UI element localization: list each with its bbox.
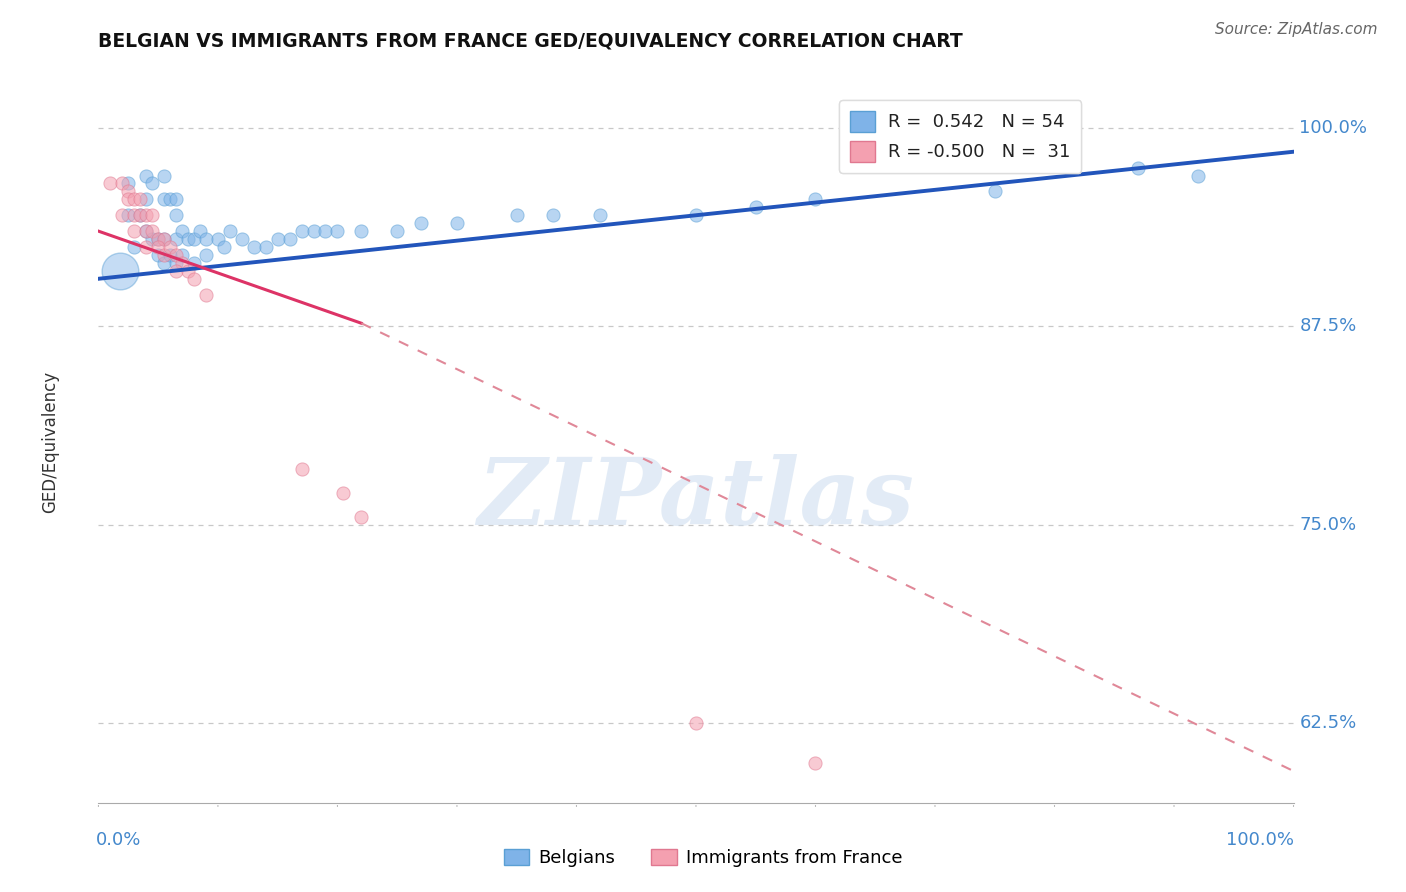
Point: [326, 224, 349, 238]
Point: [195, 248, 218, 262]
Point: [165, 208, 187, 222]
Point: [1128, 161, 1150, 175]
Point: [291, 224, 314, 238]
Point: [254, 240, 277, 254]
Point: [135, 224, 157, 238]
Point: [135, 193, 157, 207]
Point: [183, 256, 205, 270]
Text: BELGIAN VS IMMIGRANTS FROM FRANCE GED/EQUIVALENCY CORRELATION CHART: BELGIAN VS IMMIGRANTS FROM FRANCE GED/EQ…: [98, 31, 963, 50]
Point: [165, 232, 187, 246]
Point: [117, 185, 139, 199]
Point: [804, 193, 827, 207]
Point: [243, 240, 266, 254]
Point: [165, 264, 187, 278]
Text: Source: ZipAtlas.com: Source: ZipAtlas.com: [1215, 22, 1378, 37]
Point: [129, 208, 152, 222]
Point: [141, 208, 163, 222]
Point: [124, 193, 146, 207]
Text: 62.5%: 62.5%: [1299, 714, 1357, 732]
Point: [117, 177, 139, 191]
Text: GED/Equivalency: GED/Equivalency: [42, 370, 59, 513]
Point: [541, 208, 564, 222]
Point: [195, 232, 218, 246]
Point: [111, 208, 134, 222]
Point: [153, 256, 176, 270]
Point: [984, 185, 1007, 199]
Point: [148, 232, 170, 246]
Point: [153, 193, 176, 207]
Point: [148, 232, 170, 246]
Legend: R =  0.542   N = 54, R = -0.500   N =  31: R = 0.542 N = 54, R = -0.500 N = 31: [839, 100, 1081, 172]
Point: [159, 240, 181, 254]
Point: [159, 193, 181, 207]
Point: [135, 224, 157, 238]
Point: [385, 224, 409, 238]
Point: [108, 264, 131, 278]
Text: ZIPatlas: ZIPatlas: [478, 454, 914, 544]
Point: [315, 224, 337, 238]
Point: [165, 193, 187, 207]
Point: [332, 486, 354, 500]
Point: [188, 224, 211, 238]
Point: [212, 240, 235, 254]
Point: [141, 177, 163, 191]
Point: [804, 756, 827, 770]
Point: [124, 224, 146, 238]
Point: [350, 224, 373, 238]
Point: [117, 193, 139, 207]
Point: [148, 240, 170, 254]
Point: [129, 208, 152, 222]
Point: [183, 232, 205, 246]
Point: [165, 248, 187, 262]
Text: 100.0%: 100.0%: [1226, 831, 1294, 849]
Point: [207, 232, 229, 246]
Point: [172, 248, 194, 262]
Point: [153, 169, 176, 183]
Point: [685, 208, 707, 222]
Point: [302, 224, 325, 238]
Point: [129, 193, 152, 207]
Point: [135, 240, 157, 254]
Point: [195, 287, 218, 301]
Point: [177, 232, 200, 246]
Point: [589, 208, 612, 222]
Text: 75.0%: 75.0%: [1299, 516, 1357, 534]
Point: [267, 232, 290, 246]
Text: 87.5%: 87.5%: [1299, 318, 1357, 335]
Point: [141, 224, 163, 238]
Point: [291, 462, 314, 476]
Point: [446, 216, 468, 230]
Point: [98, 177, 122, 191]
Legend: Belgians, Immigrants from France: Belgians, Immigrants from France: [496, 841, 910, 874]
Point: [278, 232, 301, 246]
Point: [117, 208, 139, 222]
Text: 0.0%: 0.0%: [96, 831, 142, 849]
Point: [506, 208, 529, 222]
Point: [183, 272, 205, 286]
Point: [141, 232, 163, 246]
Point: [411, 216, 433, 230]
Point: [148, 248, 170, 262]
Point: [159, 248, 181, 262]
Point: [172, 256, 194, 270]
Point: [177, 264, 200, 278]
Point: [1187, 169, 1209, 183]
Point: [111, 177, 134, 191]
Point: [135, 169, 157, 183]
Point: [135, 208, 157, 222]
Text: 100.0%: 100.0%: [1299, 119, 1368, 136]
Point: [165, 256, 187, 270]
Point: [153, 232, 176, 246]
Point: [745, 200, 768, 214]
Point: [231, 232, 253, 246]
Point: [153, 232, 176, 246]
Point: [219, 224, 242, 238]
Point: [124, 240, 146, 254]
Point: [172, 224, 194, 238]
Point: [124, 208, 146, 222]
Point: [685, 716, 707, 731]
Point: [153, 248, 176, 262]
Point: [350, 510, 373, 524]
